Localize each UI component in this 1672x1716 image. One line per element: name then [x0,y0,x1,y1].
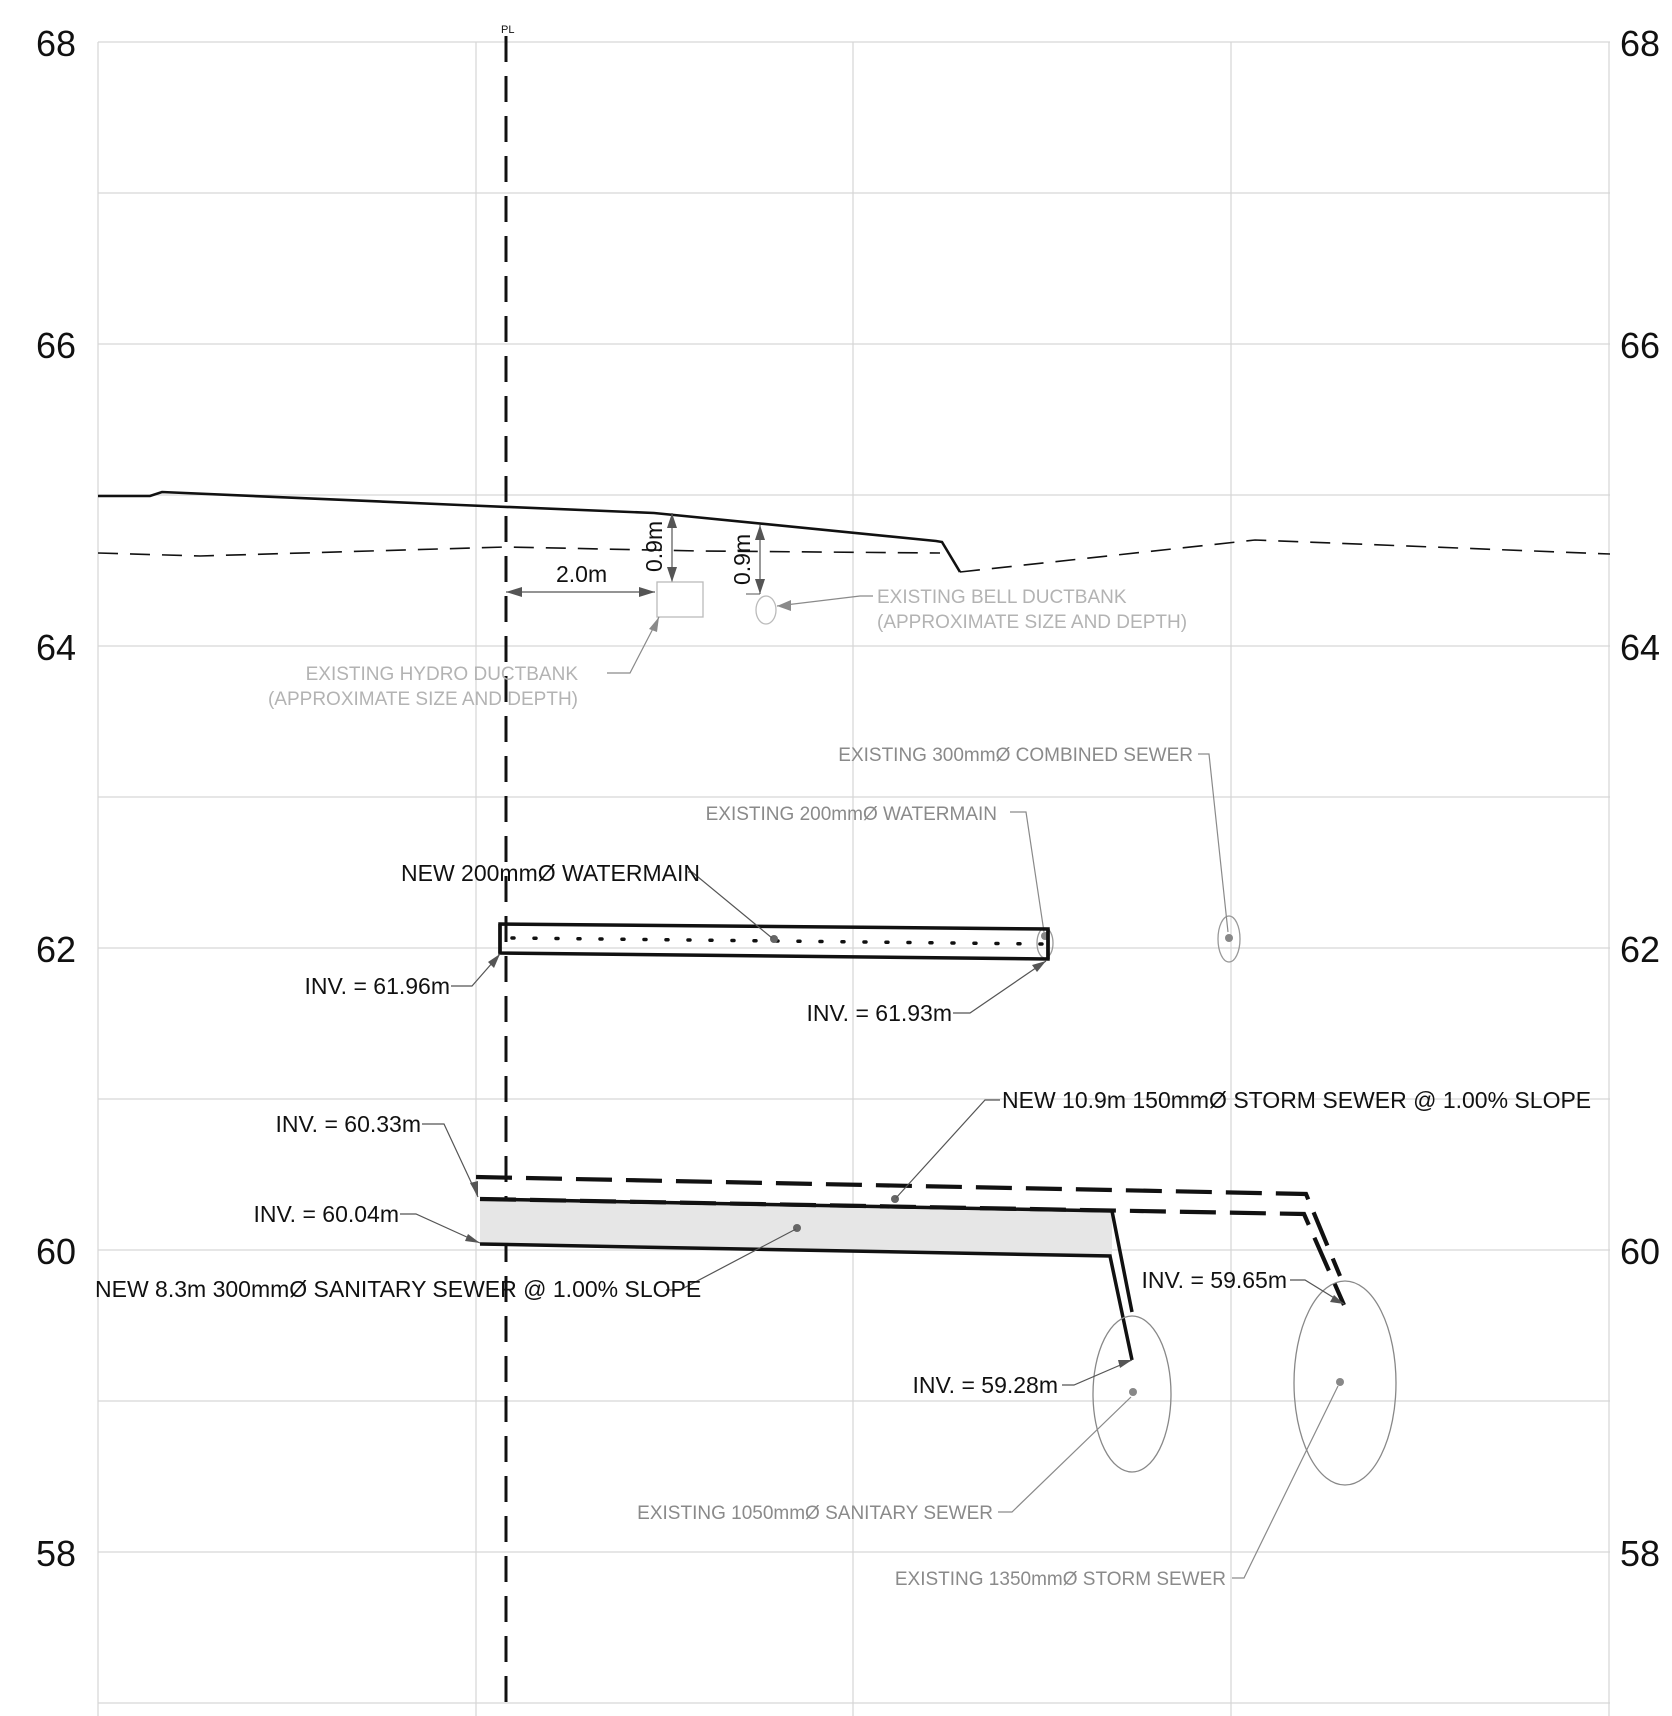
elevation-label-68-left: 68 [36,23,76,64]
existing-watermain-label: EXISTING 200mmØ WATERMAIN [706,804,997,825]
dimension-offset-label: 2.0m [556,561,607,587]
elevation-label-66-right: 66 [1620,325,1660,366]
elevation-label-66-left: 66 [36,325,76,366]
existing-ground-line [98,490,962,573]
new-watermain-label: NEW 200mmØ WATERMAIN [401,860,700,886]
elevation-label-64-right: 64 [1620,627,1660,668]
elevation-label-68-right: 68 [1620,23,1660,64]
dimension-bell-depth-label: 0.9m [729,534,755,585]
new-storm-sewer-label: NEW 10.9m 150mmØ STORM SEWER @ 1.00% SLO… [1002,1087,1591,1113]
hydro-ductbank-label-line1: EXISTING HYDRO DUCTBANK [306,664,579,685]
elevation-labels-right: 68 66 64 62 60 58 [1620,23,1660,1574]
inv-watermain-right: INV. = 61.93m [806,1000,952,1026]
existing-storm-sewer-label: EXISTING 1350mmØ STORM SEWER [895,1569,1226,1590]
new-sanitary-sewer-label: NEW 8.3m 300mmØ SANITARY SEWER @ 1.00% S… [95,1276,701,1302]
elevation-label-62-right: 62 [1620,929,1660,970]
inv-storm-end: INV. = 59.65m [1141,1267,1287,1293]
dimension-hydro-depth-label: 0.9m [641,521,667,572]
dimension-bell-depth: 0.9m [729,525,765,595]
dimension-hydro-depth: 0.9m [641,513,677,582]
new-sanitary-sewer-bottom [479,1242,1134,1361]
bell-ductbank-label-line2: (APPROXIMATE SIZE AND DEPTH) [877,612,1187,633]
inv-sanitary-end: INV. = 59.28m [912,1372,1058,1398]
elevation-label-58-right: 58 [1620,1533,1660,1574]
inv-storm-start: INV. = 60.33m [275,1111,421,1137]
existing-sanitary-sewer-label: EXISTING 1050mmØ SANITARY SEWER [637,1503,993,1524]
new-storm-sewer-top [475,1174,1342,1277]
grid [97,41,1610,1716]
existing-sanitary-sewer [1092,1315,1172,1473]
new-storm-sewer-bottom [479,1196,1346,1306]
dimension-offset: 2.0m [506,561,655,597]
property-line: PL [501,24,514,1716]
elevation-label-60-left: 60 [36,1231,76,1272]
elevation-label-60-right: 60 [1620,1231,1660,1272]
bell-ductbank-label-line1: EXISTING BELL DUCTBANK [877,587,1127,608]
inv-watermain-left: INV. = 61.96m [304,973,450,999]
elevation-labels-left: 68 66 64 62 60 58 [36,23,76,1574]
inv-sanitary-start: INV. = 60.04m [253,1201,399,1227]
existing-storm-sewer [1293,1280,1397,1486]
elevation-label-64-left: 64 [36,627,76,668]
elevation-label-58-left: 58 [36,1533,76,1574]
bell-ductbank [755,595,777,625]
existing-combined-sewer [1217,915,1241,963]
property-line-symbol: PL [501,24,514,36]
combined-sewer-label: EXISTING 300mmØ COMBINED SEWER [838,745,1193,766]
hydro-ductbank [656,581,704,618]
elevation-label-62-left: 62 [36,929,76,970]
hydro-ductbank-label-line2: (APPROXIMATE SIZE AND DEPTH) [268,689,578,710]
proposed-grade-dashed [97,539,1611,573]
